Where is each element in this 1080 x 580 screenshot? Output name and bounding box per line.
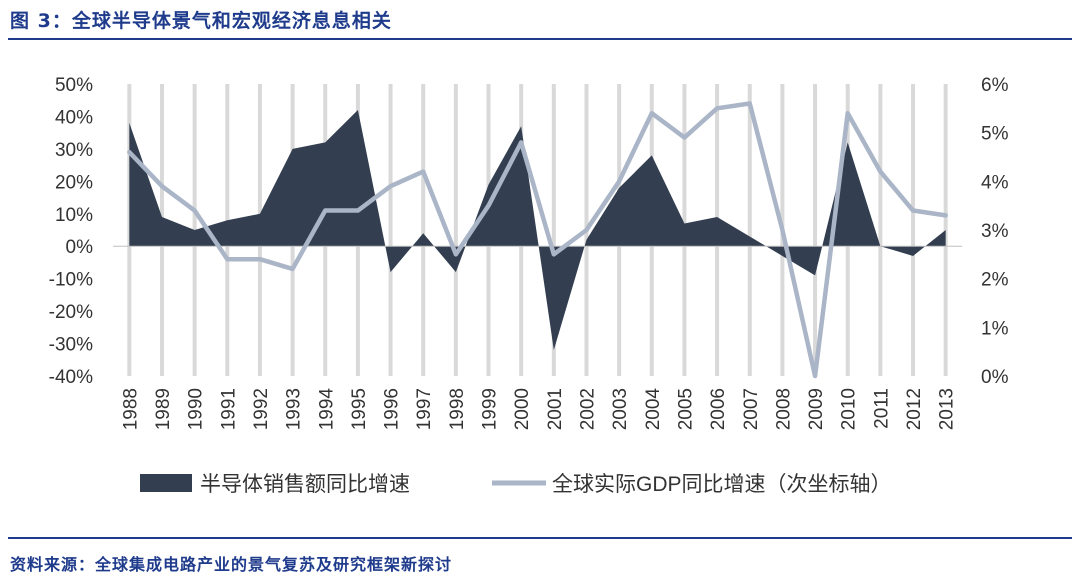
right-tick-label: 4% xyxy=(981,172,1009,193)
x-tick-label: 2009 xyxy=(806,388,827,430)
x-tick-label: 2000 xyxy=(512,388,533,430)
right-tick-label: 1% xyxy=(981,318,1009,339)
left-tick-label: -30% xyxy=(49,335,93,356)
x-tick-label: 2010 xyxy=(839,388,860,430)
right-tick-label: 2% xyxy=(981,270,1009,291)
x-tick-label: 1989 xyxy=(153,388,174,430)
figure-title: 图 3：全球半导体景气和宏观经济息息相关 xyxy=(10,10,392,32)
title-divider xyxy=(8,38,1072,40)
x-tick-label: 1992 xyxy=(251,388,272,430)
right-tick-label: 6% xyxy=(981,75,1009,96)
x-tick-label: 2004 xyxy=(643,388,664,431)
legend-label-gdp: 全球实际GDP同比增速（次坐标轴） xyxy=(552,473,892,496)
left-tick-label: 40% xyxy=(55,107,93,128)
x-tick-label: 1998 xyxy=(447,388,468,430)
x-tick-label: 2008 xyxy=(773,388,794,430)
x-tick-label: 2003 xyxy=(610,388,631,430)
left-tick-label: -10% xyxy=(49,270,93,291)
x-tick-label: 2006 xyxy=(708,388,729,430)
legend-label-semiconductor: 半导体销售额同比增速 xyxy=(200,473,410,496)
chart: -40% -30% -20% -10% 0% 10% 20% 30% 40% 50% 0% 1% 2%… xyxy=(49,75,1009,496)
x-tick-label: 1991 xyxy=(218,388,239,430)
left-tick-label: -40% xyxy=(49,367,93,388)
source-divider xyxy=(8,537,1072,539)
right-tick-label: 0% xyxy=(981,367,1009,388)
x-tick-label: 1994 xyxy=(316,388,337,431)
left-y-axis: -40% -30% -20% -10% 0% 10% 20% 30% 40% 50% xyxy=(49,75,93,388)
gdp-growth-line xyxy=(127,101,948,379)
x-tick-label: 2013 xyxy=(937,388,958,430)
right-y-axis: 0% 1% 2% 3% 4% 5% 6% xyxy=(981,75,1009,388)
x-axis: 1988 1989 1990 1991 1992 1993 1994 1995 1996 1997… xyxy=(120,388,957,431)
x-tick-label: 1990 xyxy=(186,388,207,430)
left-tick-label: -20% xyxy=(49,302,93,323)
x-tick-label: 2007 xyxy=(741,388,762,430)
right-tick-label: 3% xyxy=(981,221,1009,242)
x-tick-label: 2005 xyxy=(675,388,696,430)
x-tick-label: 2011 xyxy=(871,388,892,429)
legend: 半导体销售额同比增速 全球实际GDP同比增速（次坐标轴） xyxy=(140,473,892,496)
x-tick-label: 1995 xyxy=(349,388,370,430)
legend-swatch-semiconductor xyxy=(140,474,192,492)
right-tick-label: 5% xyxy=(981,124,1009,145)
x-tick-label: 2012 xyxy=(904,388,925,430)
x-tick-label: 1999 xyxy=(480,388,501,430)
gdp-line-layer xyxy=(127,101,948,379)
x-tick-label: 2002 xyxy=(577,388,598,430)
left-tick-label: 0% xyxy=(66,237,94,258)
figure-source: 资料来源：全球集成电路产业的景气复苏及研究框架新探讨 xyxy=(10,555,453,574)
x-tick-label: 1988 xyxy=(120,388,141,430)
left-tick-label: 50% xyxy=(55,75,93,96)
semiconductor-growth-area xyxy=(129,109,946,351)
left-tick-label: 30% xyxy=(55,140,93,161)
x-tick-label: 1996 xyxy=(382,388,403,430)
x-tick-label: 2001 xyxy=(545,388,566,430)
left-tick-label: 10% xyxy=(55,205,93,226)
semiconductor-area-layer xyxy=(129,109,946,351)
x-tick-label: 1997 xyxy=(414,388,435,430)
left-tick-label: 20% xyxy=(55,172,93,193)
x-tick-label: 1993 xyxy=(284,388,305,430)
